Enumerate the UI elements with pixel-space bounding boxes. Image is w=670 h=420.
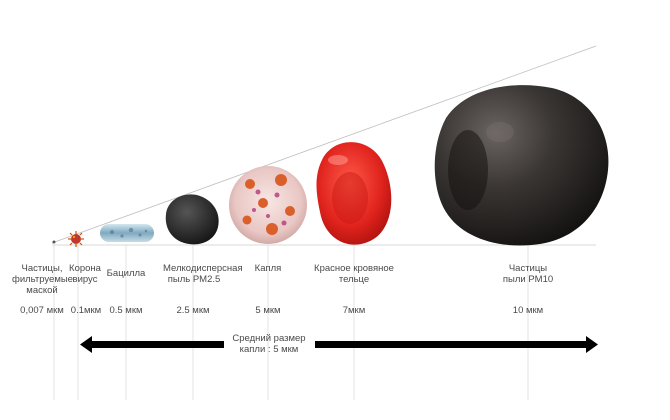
particle-label: Корона вирус [69,263,101,285]
droplet-icon [229,166,307,244]
coronavirus-icon [68,231,84,247]
average-size-label: Средний размер капли : 5 мкм [232,333,306,355]
particle-size: 0,007 мкм [20,305,64,316]
bacillus-icon [100,224,154,242]
particle-label: Красное кровяное тельце [314,263,394,285]
red-blood-cell-icon [316,142,392,245]
particle-size: 0.1мкм [70,305,102,316]
particle-label: Капля [254,263,282,274]
particle-label: Частицы, фильтруемые маской [12,263,73,296]
mask-particle-icon [52,240,56,244]
particle-label: Мелкодисперсная пыль PM2.5 [163,263,243,285]
perspective-line-top [51,45,597,244]
particle-size: 7мкм [342,305,366,316]
size-range-arrow [80,336,598,353]
pm10-dust-icon [434,85,609,246]
particle-size: 10 мкм [512,305,544,316]
pm25-dust-icon [165,194,219,245]
particle-size: 0.5 мкм [109,305,143,316]
particle-label: Частицы пыли PM10 [502,263,554,285]
particle-size: 5 мкм [255,305,281,316]
particle-size: 2.5 мкм [176,305,210,316]
particle-label: Бацилла [106,268,146,279]
